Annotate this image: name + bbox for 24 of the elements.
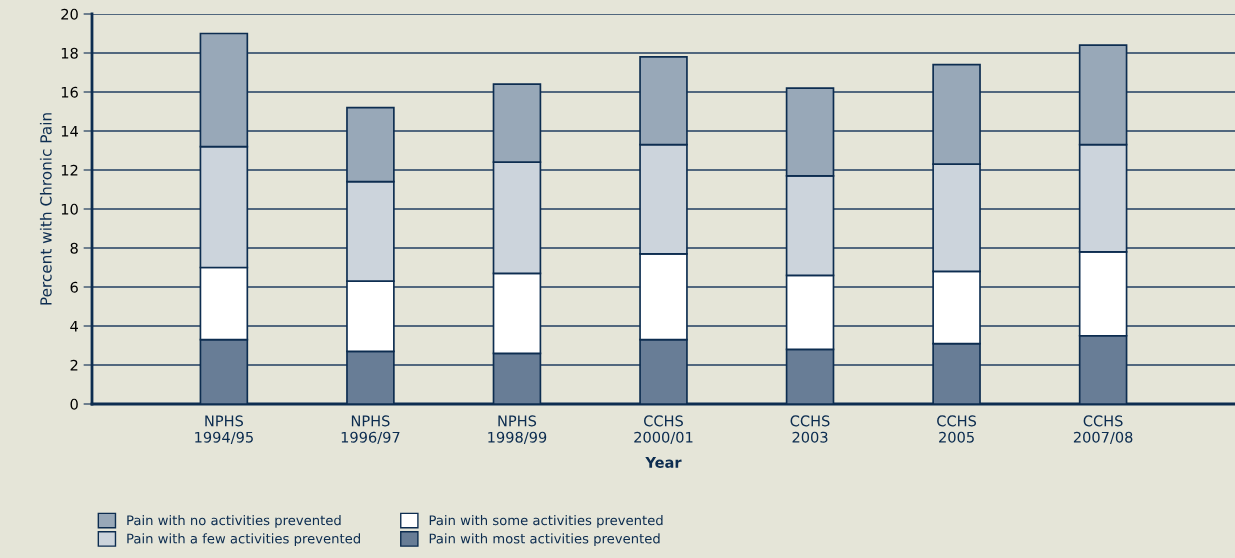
legend-label: Pain with a few activities prevented bbox=[127, 533, 360, 547]
x-tick-label: CCHS 2005 bbox=[937, 415, 977, 443]
x-tick-label: CCHS 2000/01 bbox=[634, 415, 693, 444]
y-tick-label: 8 bbox=[70, 242, 78, 254]
y-tick-label: 6 bbox=[70, 281, 78, 293]
y-axis-title: Percent with Chronic Pain bbox=[39, 113, 52, 305]
x-tick-label: CCHS 2007/08 bbox=[1073, 415, 1133, 444]
y-tick-label: 18 bbox=[61, 47, 78, 59]
x-tick-label: NPHS 1994/95 bbox=[195, 415, 253, 444]
x-tick-label: CCHS 2003 bbox=[790, 415, 830, 443]
y-tick-label: 2 bbox=[70, 359, 78, 371]
y-tick-label: 14 bbox=[61, 125, 78, 137]
y-tick-label: 20 bbox=[61, 8, 78, 20]
y-tick-label: 0 bbox=[70, 398, 78, 410]
y-tick-label: 12 bbox=[61, 164, 78, 176]
legend-label: Pain with most activities prevented bbox=[429, 533, 660, 547]
x-tick-label: NPHS 1996/97 bbox=[341, 415, 400, 444]
x-tick-label: NPHS 1998/99 bbox=[488, 415, 547, 444]
y-tick-label: 10 bbox=[61, 203, 78, 215]
y-tick-label: 16 bbox=[61, 86, 78, 98]
x-axis-title: Year bbox=[645, 457, 682, 468]
y-tick-label: 4 bbox=[70, 320, 78, 332]
legend-label: Pain with some activities prevented bbox=[429, 514, 663, 528]
legend-label: Pain with no activities prevented bbox=[127, 514, 341, 528]
